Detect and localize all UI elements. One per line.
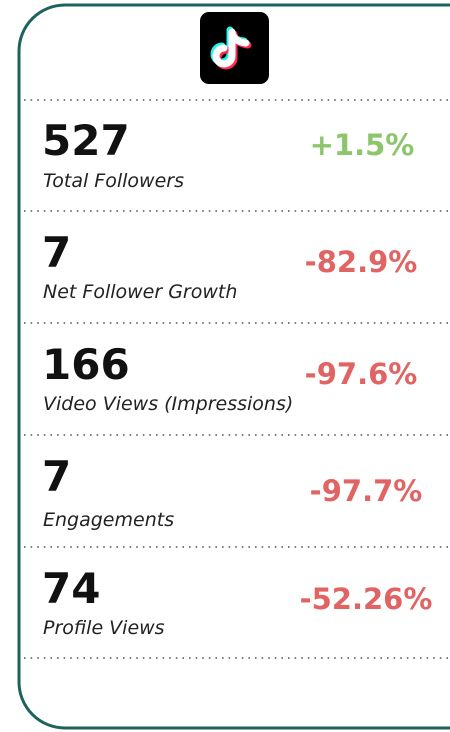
metric-label: Video Views (Impressions) [43, 393, 293, 415]
tiktok-icon [200, 12, 269, 84]
metric-value: 166 [42, 340, 130, 389]
metric-change: -97.7% [310, 474, 423, 508]
metric-label: Profile Views [43, 617, 165, 639]
metric-value: 7 [42, 452, 71, 501]
metric-label: Total Followers [43, 170, 184, 192]
metric-label: Engagements [43, 509, 174, 531]
metric-change: -52.26% [300, 582, 433, 616]
metric-change: -82.9% [305, 245, 418, 279]
metric-value: 74 [42, 564, 100, 613]
metric-change: -97.6% [305, 357, 418, 391]
metric-label: Net Follower Growth [43, 281, 237, 303]
metric-value: 7 [42, 228, 71, 277]
metric-value: 527 [42, 116, 130, 165]
metric-change: +1.5% [310, 128, 415, 162]
